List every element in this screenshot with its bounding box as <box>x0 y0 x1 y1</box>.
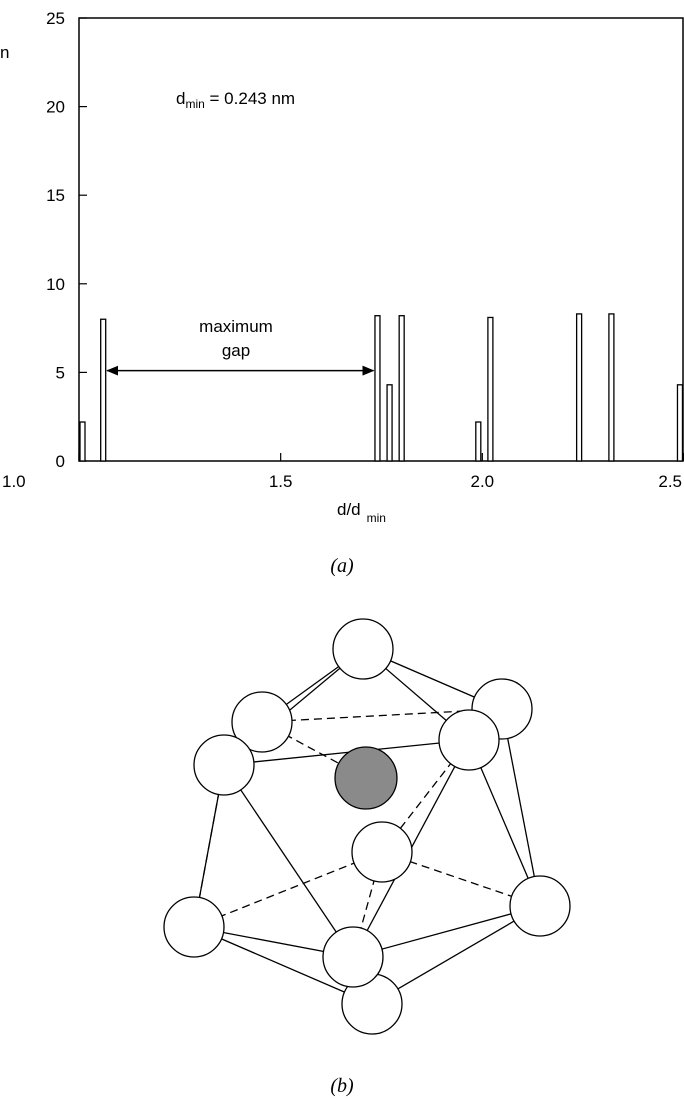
atom-right <box>509 875 571 937</box>
histogram-bar <box>386 384 393 462</box>
y-ticks: 0 5 10 15 20 25 <box>46 9 87 471</box>
dmin-annotation-rest: = 0.243 nm <box>205 89 295 108</box>
dmin-annotation-sub: min <box>185 97 204 111</box>
atom-top <box>332 618 394 680</box>
central-atom <box>334 746 398 810</box>
histogram-bar <box>475 421 482 462</box>
y-tick-label: 10 <box>46 275 65 294</box>
y-tick-label: 5 <box>56 363 65 382</box>
bars <box>79 313 684 462</box>
atoms <box>163 618 571 1035</box>
y-tick-label: 15 <box>46 186 65 205</box>
atom-front-left <box>193 734 255 796</box>
icosahedral-cluster-diagram <box>163 618 571 1035</box>
x-tick-label: 2.5 <box>658 472 682 491</box>
histogram-bar <box>487 316 494 462</box>
histogram-bar <box>79 421 86 462</box>
atom-back-lower <box>351 821 413 883</box>
y-tick-label: 0 <box>56 452 65 471</box>
histogram-bar <box>676 384 684 462</box>
y-tick-label: 25 <box>46 9 65 28</box>
dmin-annotation-main: d <box>176 89 185 108</box>
atom-front-lower <box>322 926 384 988</box>
atom-back-left <box>231 691 293 753</box>
plot-frame <box>78 17 684 462</box>
x-axis-label-sub: min <box>367 511 386 525</box>
gap-label-line2: gap <box>222 341 250 360</box>
dmin-annotation: dmin = 0.243 nm <box>176 89 295 111</box>
histogram-bar <box>608 313 615 462</box>
x-axis-label: d/d min <box>337 500 386 525</box>
atom-left <box>163 896 225 958</box>
y-tick-label: 20 <box>46 98 65 117</box>
caption-b: (b) <box>330 1075 354 1097</box>
x-tick-label: 2.0 <box>471 472 495 491</box>
x-ticks: 1.0 1.5 2.0 2.5 <box>2 453 684 491</box>
x-tick-label: 1.5 <box>269 472 293 491</box>
caption-a: (a) <box>330 555 354 577</box>
x-tick-label: 1.0 <box>2 472 26 491</box>
atom-front-right <box>438 709 500 771</box>
histogram-bar <box>100 318 107 462</box>
y-axis-label: n <box>0 43 9 62</box>
x-axis-label-main: d/d <box>337 500 361 519</box>
gap-label-line1: maximum <box>199 317 273 336</box>
histogram-bar <box>374 315 381 462</box>
histogram-bar <box>575 313 583 462</box>
histogram-bar <box>398 315 405 462</box>
